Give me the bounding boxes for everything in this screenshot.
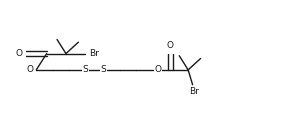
Text: S: S — [82, 65, 88, 74]
Text: Br: Br — [189, 88, 199, 96]
Text: O: O — [16, 49, 23, 58]
Text: O: O — [155, 65, 162, 74]
Text: O: O — [26, 65, 33, 74]
Text: Br: Br — [89, 49, 99, 58]
Text: O: O — [167, 41, 174, 50]
Text: S: S — [101, 65, 106, 74]
